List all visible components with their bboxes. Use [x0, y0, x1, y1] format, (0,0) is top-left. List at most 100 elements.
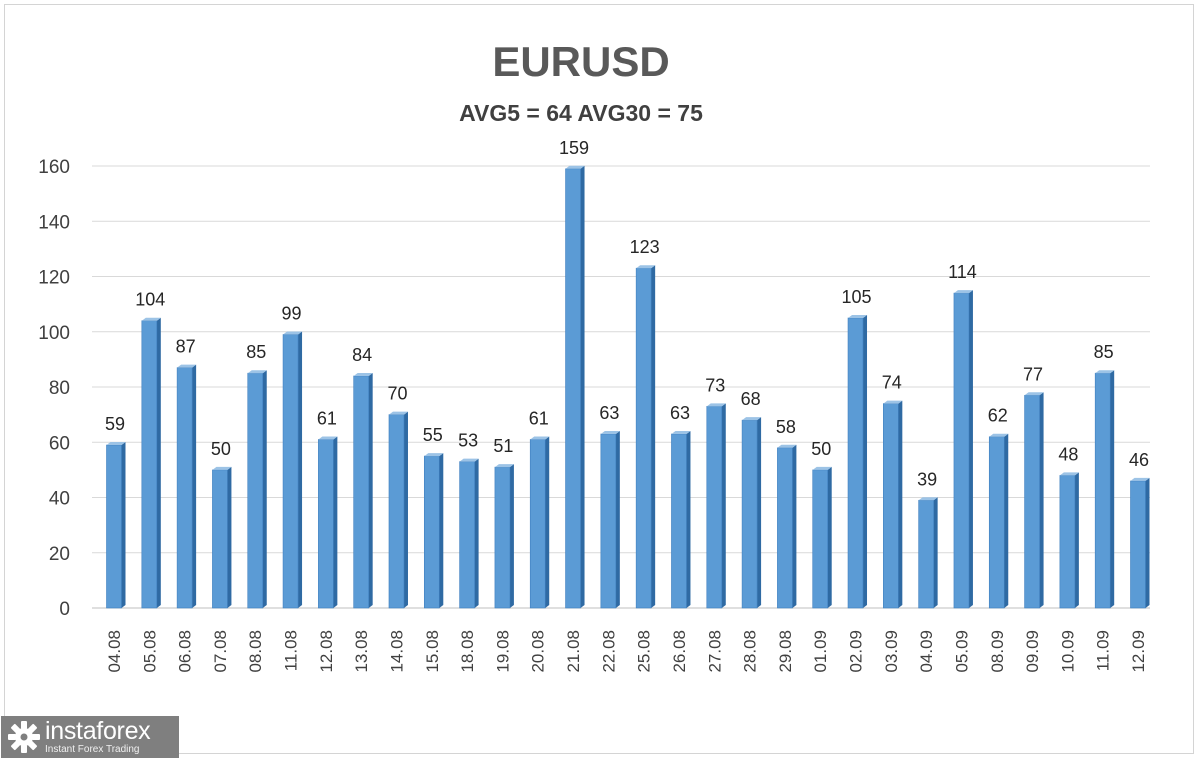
data-label: 70	[387, 384, 407, 404]
watermark-tagline: Instant Forex Trading	[45, 744, 140, 755]
bar	[1059, 475, 1076, 609]
bar-side	[863, 314, 868, 608]
data-label: 53	[458, 431, 478, 451]
bar-top	[883, 400, 903, 404]
bar-side	[227, 466, 232, 608]
bar	[353, 375, 369, 609]
x-tick-label: 22.08	[599, 630, 618, 673]
data-label: 123	[630, 237, 660, 257]
bar-side	[298, 331, 303, 608]
data-label: 62	[988, 406, 1008, 426]
x-tick-label: 02.09	[847, 630, 866, 673]
bar-side	[968, 290, 973, 608]
y-tick-label: 40	[49, 489, 70, 510]
bar	[953, 292, 970, 609]
data-label: 39	[917, 469, 937, 489]
x-tick-label: 08.09	[988, 630, 1007, 673]
x-tick-label: 06.08	[176, 630, 195, 673]
bar	[635, 267, 652, 609]
bar-side	[1145, 477, 1150, 608]
x-tick-label: 08.08	[246, 630, 265, 673]
bar	[141, 320, 158, 609]
data-label: 105	[841, 287, 871, 307]
y-tick-label: 140	[38, 212, 70, 233]
data-label: 74	[882, 373, 902, 393]
x-tick-label: 27.08	[705, 630, 724, 673]
bar	[388, 414, 405, 609]
instaforex-watermark: instaforex Instant Forex Trading	[1, 716, 179, 758]
bar-top	[212, 466, 232, 470]
x-tick-label: 13.08	[352, 630, 371, 673]
bar-top	[848, 314, 868, 318]
bar-side	[1110, 370, 1115, 608]
bar-side	[1004, 433, 1009, 608]
bar-side	[898, 400, 903, 608]
bar-top	[424, 453, 444, 457]
x-tick-label: 01.09	[811, 630, 830, 673]
data-label: 55	[423, 425, 443, 445]
bar-side	[686, 430, 691, 608]
bar	[1094, 372, 1111, 609]
bar	[883, 403, 899, 609]
x-tick-label: 29.08	[776, 630, 795, 673]
data-label: 48	[1058, 444, 1078, 464]
x-tick-label: 28.08	[741, 630, 760, 673]
bar-top	[565, 165, 585, 169]
data-label: 77	[1023, 364, 1043, 384]
bar-top	[953, 290, 973, 294]
data-label: 73	[705, 375, 725, 395]
bar-top	[989, 433, 1009, 437]
x-tick-label: 12.08	[317, 630, 336, 673]
bar-top	[459, 458, 479, 462]
y-tick-label: 80	[49, 378, 70, 399]
bar	[212, 469, 228, 609]
bar	[812, 469, 829, 609]
bar-top	[1059, 472, 1079, 476]
data-label: 84	[352, 345, 372, 365]
bar-top	[742, 417, 762, 421]
bar	[1024, 394, 1040, 609]
bar	[988, 436, 1005, 609]
data-label: 87	[176, 337, 196, 357]
bar-top	[318, 436, 338, 440]
bar-top	[812, 466, 832, 470]
data-label: 63	[670, 403, 690, 423]
bar-side	[545, 436, 550, 608]
x-tick-label: 14.08	[387, 630, 406, 673]
data-label: 50	[811, 439, 831, 459]
y-tick-label: 100	[38, 323, 70, 344]
bar-top	[1130, 477, 1150, 481]
bar-top	[1095, 370, 1115, 374]
data-label: 104	[135, 290, 165, 310]
data-label: 159	[559, 138, 589, 158]
x-tick-label: 04.08	[105, 630, 124, 673]
bar	[282, 334, 299, 609]
bar-top	[494, 464, 514, 468]
x-tick-label: 10.09	[1058, 630, 1077, 673]
data-label: 63	[599, 403, 619, 423]
x-tick-label: 20.08	[529, 630, 548, 673]
chart-title: EURUSD	[492, 38, 670, 85]
bar-side	[156, 317, 161, 608]
bar	[847, 317, 864, 609]
x-tick-label: 09.09	[1023, 630, 1042, 673]
data-label: 51	[493, 436, 513, 456]
data-label: 99	[282, 304, 302, 324]
data-label: 68	[741, 389, 761, 409]
bar-side	[721, 403, 726, 608]
bar-side	[933, 497, 938, 608]
bar-side	[615, 430, 620, 608]
x-tick-label: 26.08	[670, 630, 689, 673]
bar	[318, 439, 334, 609]
bar	[459, 461, 475, 609]
x-tick-label: 21.08	[564, 630, 583, 673]
bar-side	[368, 372, 373, 608]
bar-side	[792, 444, 797, 608]
bar-side	[1074, 472, 1079, 608]
bar	[600, 433, 617, 609]
bar-top	[600, 430, 620, 434]
y-tick-label: 160	[38, 157, 70, 178]
bar	[106, 444, 122, 609]
bar-top	[177, 364, 197, 368]
